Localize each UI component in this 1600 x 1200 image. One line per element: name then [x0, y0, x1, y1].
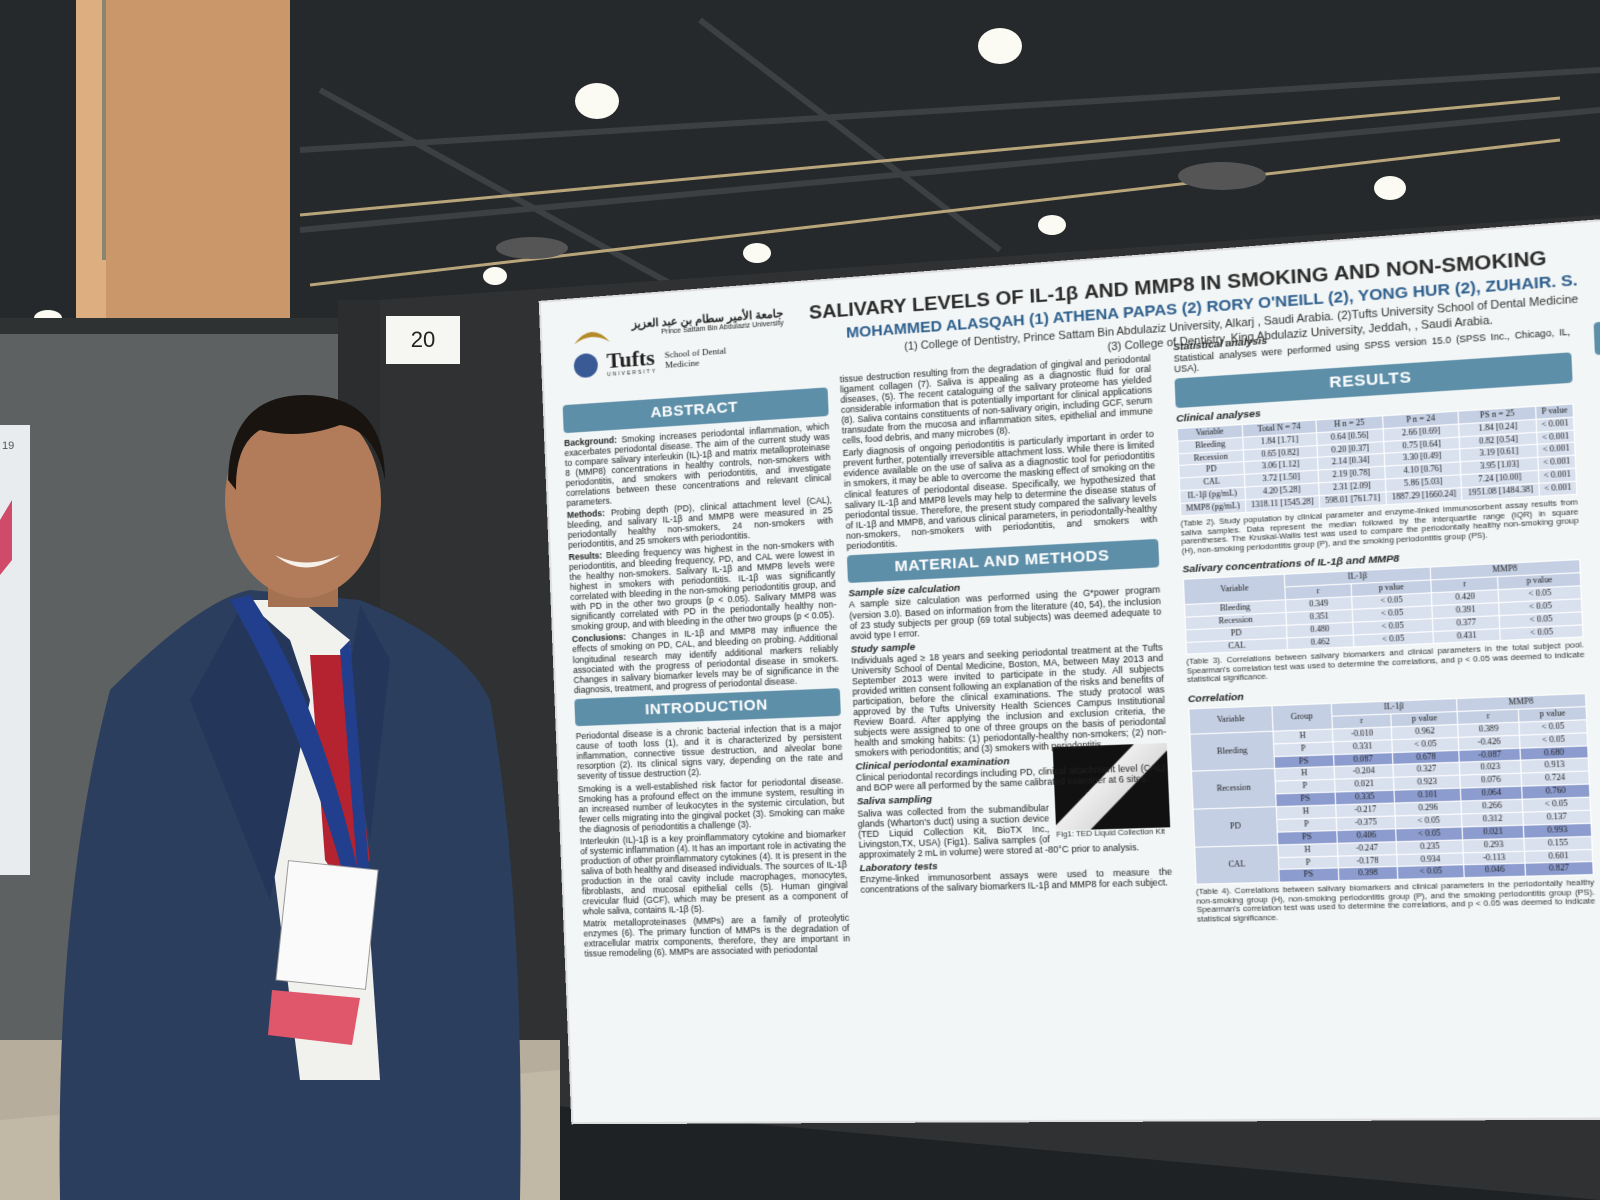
poster: جامعة الأمير سطام بن عبد العزيز Prince S…	[538, 203, 1600, 1125]
logos: جامعة الأمير سطام بن عبد العزيز Prince S…	[571, 307, 785, 381]
university-emblem	[573, 330, 610, 345]
tufts-seal	[573, 352, 599, 379]
booth-number: 20	[386, 316, 460, 364]
side-poster-number: 19	[2, 440, 15, 452]
